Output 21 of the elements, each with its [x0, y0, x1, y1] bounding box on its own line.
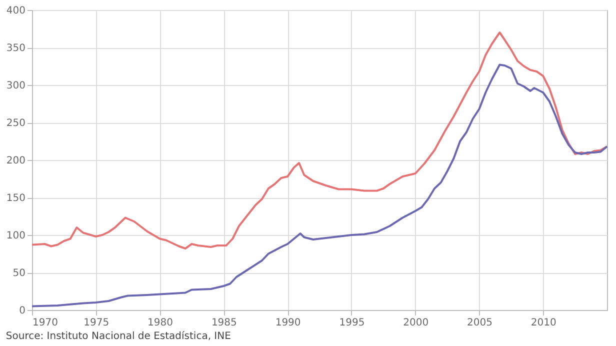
x-tick-label: 1980	[148, 318, 174, 328]
y-tick-label: 300	[6, 80, 26, 92]
x-tick-label: 1995	[339, 318, 365, 328]
y-tick-label: 350	[6, 43, 26, 54]
x-tick-label: 1975	[84, 318, 110, 328]
x-tick-label: 1970	[32, 318, 58, 328]
y-tick-label: 50	[12, 268, 26, 279]
x-tick-label: 2010	[530, 318, 556, 328]
y-tick-label: 150	[6, 193, 26, 204]
x-tick-label: 1985	[211, 318, 237, 328]
y-tick-label: 250	[6, 118, 26, 129]
y-tick-label: 0	[19, 306, 26, 316]
x-tick-label: 2000	[403, 318, 429, 328]
y-tick-label: 100	[6, 230, 26, 242]
line-series	[31, 32, 608, 250]
line-series	[31, 64, 608, 308]
source-note: Source: Instituto Nacional de Estadística, INE	[6, 331, 231, 342]
x-tick-label: 2005	[466, 318, 492, 328]
x-tick-label: 1990	[275, 318, 301, 328]
y-tick-label: 200	[6, 156, 26, 166]
y-tick-label: 400	[6, 6, 26, 16]
